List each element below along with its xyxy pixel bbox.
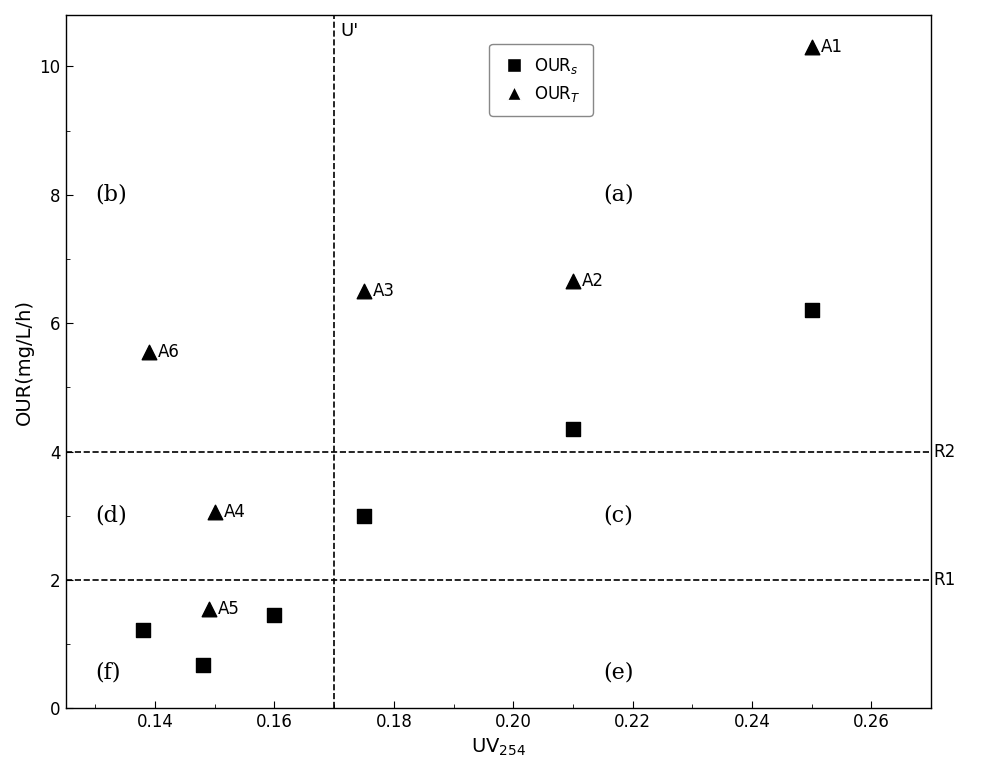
Text: (e): (e) xyxy=(603,662,633,684)
Point xyxy=(565,275,581,288)
Point xyxy=(207,506,223,519)
Text: A4: A4 xyxy=(224,503,246,522)
Point xyxy=(195,659,211,671)
Text: (c): (c) xyxy=(603,505,633,526)
Text: A6: A6 xyxy=(158,343,180,361)
Text: R1: R1 xyxy=(933,571,955,589)
Text: A3: A3 xyxy=(373,282,395,300)
Text: (b): (b) xyxy=(95,184,127,206)
Text: A1: A1 xyxy=(821,38,843,56)
Text: U': U' xyxy=(340,22,358,40)
Text: (f): (f) xyxy=(95,662,121,684)
Legend: OUR$_s$, OUR$_T$: OUR$_s$, OUR$_T$ xyxy=(489,44,593,116)
Text: R2: R2 xyxy=(933,442,955,461)
Y-axis label: OUR(mg/L/h): OUR(mg/L/h) xyxy=(15,298,34,424)
Point xyxy=(356,509,372,522)
Point xyxy=(135,624,151,636)
X-axis label: UV$_{254}$: UV$_{254}$ xyxy=(471,737,526,758)
Point xyxy=(201,603,217,615)
Text: (d): (d) xyxy=(95,505,127,526)
Point xyxy=(804,304,820,316)
Point xyxy=(266,609,282,621)
Text: (a): (a) xyxy=(603,184,633,206)
Point xyxy=(356,284,372,297)
Point xyxy=(565,423,581,435)
Point xyxy=(804,41,820,53)
Point xyxy=(141,346,157,358)
Text: A2: A2 xyxy=(582,272,604,291)
Text: A5: A5 xyxy=(218,600,240,618)
